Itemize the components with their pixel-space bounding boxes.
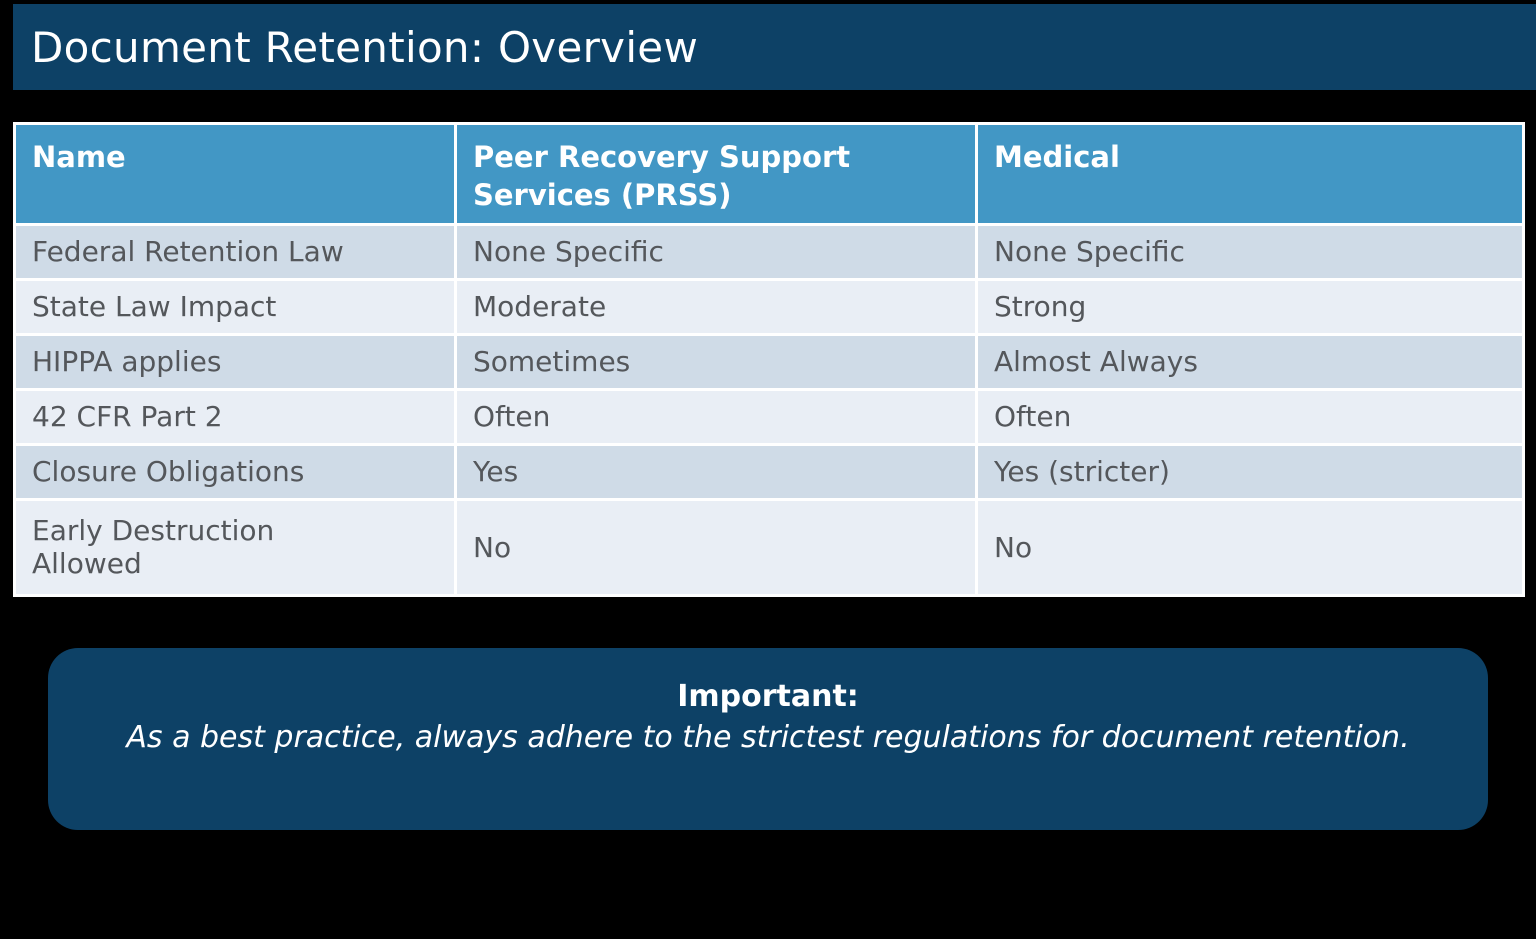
column-header-name: Name (13, 122, 457, 226)
cell-prss-value: Yes (454, 442, 978, 501)
row-label: 42 CFR Part 2 (13, 387, 457, 446)
table-row-federal-retention-law: Federal Retention Law None Specific None… (13, 222, 1525, 281)
cell-prss-value: No (454, 497, 978, 597)
table-row-hippa-applies: HIPPA applies Sometimes Almost Always (13, 332, 1525, 391)
table-row-closure-obligations: Closure Obligations Yes Yes (stricter) (13, 442, 1525, 501)
page-title: Document Retention: Overview (31, 22, 699, 72)
table-row-early-destruction-allowed: Early Destruction Allowed No No (13, 497, 1525, 597)
cell-medical-value: None Specific (975, 222, 1525, 281)
row-label: HIPPA applies (13, 332, 457, 391)
row-label: Federal Retention Law (13, 222, 457, 281)
callout-body: As a best practice, always adhere to the… (126, 720, 1410, 755)
cell-medical-value: Yes (stricter) (975, 442, 1525, 501)
column-header-medical: Medical (975, 122, 1525, 226)
table-header-row: Name Peer Recovery Support Services (PRS… (13, 122, 1525, 226)
cell-prss-value: Moderate (454, 277, 978, 336)
column-header-prss: Peer Recovery Support Services (PRSS) (454, 122, 978, 226)
cell-prss-value: Sometimes (454, 332, 978, 391)
important-callout: Important: As a best practice, always ad… (48, 648, 1488, 830)
row-label: State Law Impact (13, 277, 457, 336)
cell-medical-value: Often (975, 387, 1525, 446)
callout-heading: Important: (677, 679, 859, 714)
slide-title-bar: Document Retention: Overview (13, 4, 1536, 90)
cell-prss-value: None Specific (454, 222, 978, 281)
retention-table-wrap: Name Peer Recovery Support Services (PRS… (13, 122, 1525, 597)
row-label: Early Destruction Allowed (13, 497, 457, 597)
row-label: Closure Obligations (13, 442, 457, 501)
cell-prss-value: Often (454, 387, 978, 446)
cell-medical-value: Strong (975, 277, 1525, 336)
retention-table: Name Peer Recovery Support Services (PRS… (13, 122, 1525, 597)
cell-medical-value: No (975, 497, 1525, 597)
table-row-42-cfr-part-2: 42 CFR Part 2 Often Often (13, 387, 1525, 446)
table-row-state-law-impact: State Law Impact Moderate Strong (13, 277, 1525, 336)
cell-medical-value: Almost Always (975, 332, 1525, 391)
row-label-text: Early Destruction Allowed (32, 514, 275, 581)
